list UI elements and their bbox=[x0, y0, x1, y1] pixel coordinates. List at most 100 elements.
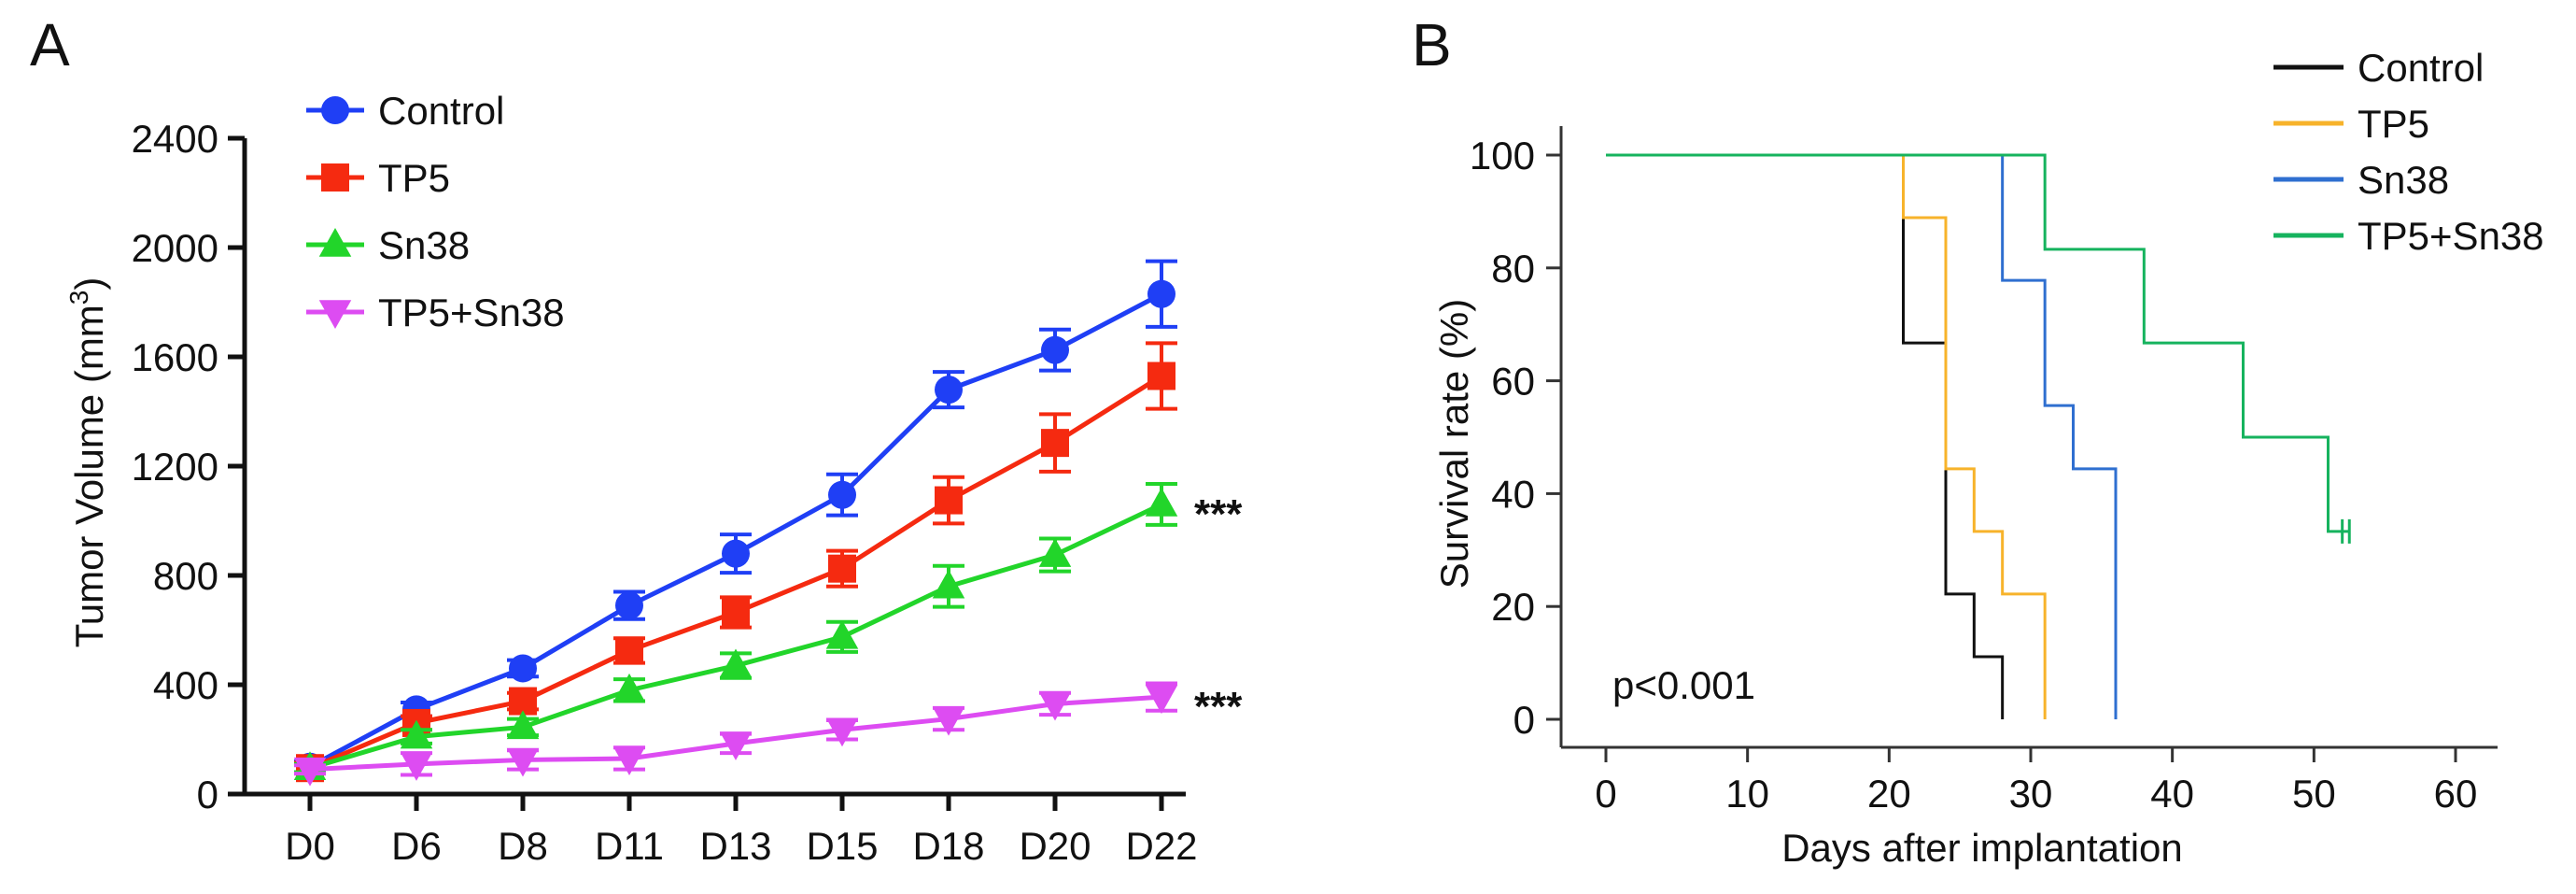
panel-a-x-tick-label: D18 bbox=[912, 824, 984, 868]
panel-b-y-tick-label: 20 bbox=[1491, 585, 1535, 629]
panel-a-y-tick-label: 2400 bbox=[132, 117, 218, 161]
panel-a-legend-marker bbox=[318, 300, 352, 329]
panel-a-x-tick-label: D20 bbox=[1019, 824, 1091, 868]
panel-a-y-tick-label: 1600 bbox=[132, 335, 218, 379]
panel-b-series-0 bbox=[1606, 153, 2005, 719]
panel-a-legend-marker bbox=[321, 163, 349, 192]
panel-b-legend-entry: Control bbox=[2273, 46, 2484, 90]
panel-a-legend-label: TP5 bbox=[378, 156, 450, 200]
panel-b-x-tick-label: 30 bbox=[2009, 772, 2053, 816]
panel-a-x-tick-label: D6 bbox=[391, 824, 442, 868]
panel-b-y-tick-label: 40 bbox=[1491, 472, 1535, 516]
panel-b-x-tick-label: 60 bbox=[2434, 772, 2478, 816]
panel-a-data-point bbox=[506, 747, 540, 777]
panel-a-x-tick-label: D8 bbox=[498, 824, 548, 868]
panel-a-series-0 bbox=[294, 259, 1177, 781]
panel-a-y-ticks: 0 400 800 1200 1600 2000 2400 bbox=[132, 117, 245, 816]
panel-a-series-3 bbox=[293, 681, 1178, 787]
panel-b-label: B bbox=[1412, 11, 1452, 78]
panel-a-y-tick-label: 2000 bbox=[132, 226, 218, 270]
panel-b-x-tick-label: 40 bbox=[2150, 772, 2194, 816]
panel-a-data-point bbox=[1041, 335, 1069, 364]
panel-a-data-point bbox=[722, 539, 750, 568]
panel-a-legend-label: Control bbox=[378, 89, 504, 133]
panel-b-y-tick-label: 100 bbox=[1470, 134, 1535, 177]
panel-a-x-ticks: D0 D6 D8 D11 D13 D15 D18 D20 D22 bbox=[285, 794, 1198, 868]
panel-a-data-point bbox=[1145, 685, 1178, 715]
panel-a-y-title-sup: 3 bbox=[64, 291, 93, 305]
panel-b-y-tick-label: 0 bbox=[1513, 698, 1535, 742]
panel-a-y-title-close: ) bbox=[67, 277, 111, 291]
panel-a-data-point bbox=[719, 648, 753, 678]
panel-a-y-tick-label: 400 bbox=[153, 663, 218, 707]
panel-a-data-point bbox=[1145, 487, 1178, 517]
panel-b-series bbox=[1606, 153, 2351, 719]
panel-a-data-point bbox=[612, 673, 646, 702]
panel-a-legend-entry: TP5 bbox=[306, 156, 450, 200]
panel-b-legend-entry: TP5 bbox=[2273, 102, 2429, 146]
panel-b-legend-entry: Sn38 bbox=[2273, 158, 2449, 202]
panel-a-data-point bbox=[293, 757, 327, 787]
panel-b-y-tick-label: 60 bbox=[1491, 360, 1535, 404]
panel-a-legend: Control TP5 Sn38 TP5+Sn38 bbox=[306, 89, 565, 334]
panel-b-legend: Control TP5 Sn38 TP5+Sn38 bbox=[2273, 46, 2544, 258]
panel-a-data-point bbox=[935, 486, 963, 515]
panel-a-series-2 bbox=[293, 482, 1178, 780]
panel-a-x-tick-label: D0 bbox=[285, 824, 335, 868]
panel-b-legend-label: TP5 bbox=[2358, 102, 2429, 146]
panel-a-y-title-text: Tumor Volume (mm bbox=[67, 305, 111, 647]
panel-b-survival-curve bbox=[1606, 153, 2047, 719]
panel-a-significance: *** bbox=[1194, 684, 1243, 730]
panel-a-data-point bbox=[1147, 362, 1175, 390]
panel-a-data-point bbox=[1038, 691, 1072, 721]
panel-b-survival-curve bbox=[1606, 153, 2005, 719]
panel-b-legend-label: Control bbox=[2358, 46, 2484, 90]
panel-b-p-value: p<0.001 bbox=[1612, 663, 1755, 707]
panel-a-legend-label: TP5+Sn38 bbox=[378, 291, 565, 334]
panel-b-y-tick-label: 80 bbox=[1491, 247, 1535, 291]
panel-b-series-1 bbox=[1606, 153, 2047, 719]
panel-a-data-point bbox=[400, 719, 433, 749]
panel-a-data-point bbox=[1041, 429, 1069, 458]
panel-a-y-tick-label: 1200 bbox=[132, 445, 218, 489]
panel-a-data-point bbox=[506, 710, 540, 740]
panel-a-significance: *** bbox=[1194, 491, 1243, 537]
panel-a-data-point bbox=[719, 731, 753, 760]
panel-a-y-tick-label: 0 bbox=[197, 773, 218, 816]
panel-b-legend-label: TP5+Sn38 bbox=[2358, 214, 2544, 258]
panel-a-data-point bbox=[825, 717, 859, 747]
panel-b-legend-entry: TP5+Sn38 bbox=[2273, 214, 2544, 258]
panel-a-data-point bbox=[615, 591, 643, 620]
panel-b-x-tick-label: 10 bbox=[1725, 772, 1769, 816]
panel-b-x-tick-label: 20 bbox=[1867, 772, 1911, 816]
panel-a-legend-marker bbox=[321, 96, 349, 124]
panel-a-data-point bbox=[828, 554, 856, 583]
panel-a-data-point bbox=[935, 376, 963, 404]
panel-a-label: A bbox=[30, 11, 70, 78]
panel-a-data-point bbox=[1038, 538, 1072, 567]
panel-a-data-point bbox=[1147, 279, 1175, 308]
panel-a-legend-marker bbox=[318, 228, 352, 257]
panel-b-series-3 bbox=[1606, 153, 2351, 544]
panel-a-series-line bbox=[308, 291, 1163, 769]
panel-a-legend-label: Sn38 bbox=[378, 223, 470, 267]
panel-a-data-point bbox=[828, 480, 856, 509]
panel-b-y-ticks: 0 20 40 60 80 100 bbox=[1470, 134, 1561, 742]
panel-a-x-tick-label: D11 bbox=[595, 824, 664, 868]
panel-a-annotations: *** *** bbox=[1194, 491, 1243, 730]
panel-a-x-tick-label: D22 bbox=[1125, 824, 1197, 868]
panel-b-x-axis-title: Days after implantation bbox=[1781, 826, 2183, 870]
panel-b-y-axis-title: Survival rate (%) bbox=[1432, 299, 1476, 589]
panel-b: B 0 20 40 60 80 100 0 10 20 30 40 50 60 Survival ra… bbox=[1412, 11, 2544, 870]
panel-a: A 0 400 800 1200 1600 2000 2400 D0 D6 D8 D11 D13 D1… bbox=[30, 11, 1243, 868]
panel-b-survival-curve bbox=[1606, 153, 2350, 533]
panel-a-data-point bbox=[722, 598, 750, 627]
panel-b-series-2 bbox=[1606, 153, 2118, 719]
panel-a-data-point bbox=[615, 636, 643, 665]
panel-a-x-tick-label: D13 bbox=[699, 824, 771, 868]
panel-a-data-point bbox=[825, 619, 859, 649]
panel-a-series bbox=[293, 259, 1178, 787]
panel-a-data-point bbox=[932, 569, 965, 599]
panel-a-legend-entry: TP5+Sn38 bbox=[306, 291, 565, 334]
